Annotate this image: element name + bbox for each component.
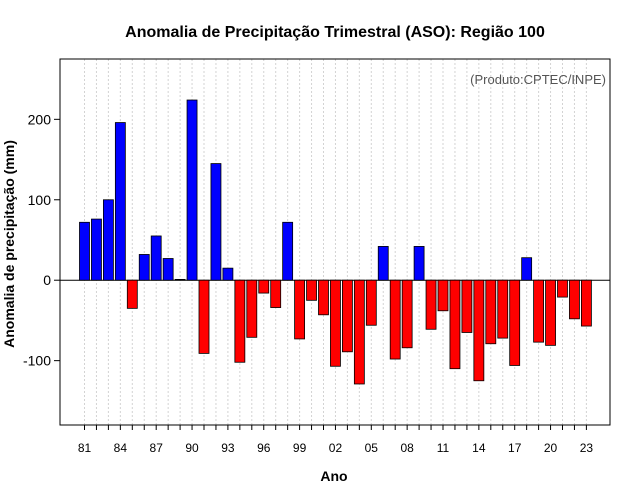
bar-2004	[353, 279, 365, 385]
x-tick-label: 90	[185, 441, 199, 455]
x-tick-label: 05	[365, 441, 379, 455]
bar-2018	[521, 257, 533, 281]
bar-2006	[377, 246, 389, 281]
bar-2001	[318, 279, 329, 316]
bar-1985	[126, 279, 138, 309]
bar-2010	[425, 279, 437, 330]
plot-frame	[59, 58, 611, 426]
bar-1992	[210, 163, 222, 281]
bar-1996	[258, 279, 270, 294]
bar-2020	[545, 279, 556, 346]
y-tick-label: -100	[23, 353, 51, 369]
bar-2017	[509, 279, 521, 366]
x-tick-label: 23	[580, 441, 594, 455]
y-tick-label: 0	[43, 272, 51, 288]
bar-1990	[186, 99, 198, 281]
chart-title: Anomalia de Precipitação Trimestral (ASO…	[125, 24, 545, 41]
x-tick-label: 96	[257, 441, 271, 455]
x-tick-label: 17	[508, 441, 522, 455]
bar-1997	[270, 279, 282, 308]
bar-2021	[557, 279, 568, 298]
bar-2016	[497, 279, 509, 339]
bar-1987	[150, 235, 162, 281]
x-tick-label: 87	[150, 441, 164, 455]
bar-2022	[569, 279, 580, 320]
bar-2013	[461, 279, 473, 333]
x-tick-label: 14	[472, 441, 486, 455]
bar-2011	[437, 279, 449, 312]
x-tick-label: 11	[437, 441, 450, 455]
bar-2003	[341, 279, 353, 353]
x-tick-label: 99	[293, 441, 307, 455]
bar-1982	[91, 218, 102, 281]
bar-1984	[114, 122, 126, 281]
bar-1998	[282, 221, 294, 281]
x-tick-label: 02	[329, 441, 343, 455]
x-tick-label: 93	[221, 441, 235, 455]
bar-1989	[174, 279, 186, 281]
bar-2008	[401, 279, 413, 349]
y-axis-label: Anomalia de precipitação (mm)	[1, 140, 17, 348]
y-tick-label: 200	[28, 111, 52, 127]
bar-2007	[389, 279, 401, 360]
bar-2019	[533, 279, 544, 343]
source-credit: (Produto:CPTEC/INPE)	[470, 72, 606, 87]
bar-1988	[162, 258, 174, 281]
x-axis: 81 84 87 90 93 96 99 02 05 08 11 14 17 20 23	[78, 425, 594, 455]
bar-2000	[306, 279, 317, 301]
bar-1993	[222, 267, 234, 281]
bar-2005	[365, 279, 377, 326]
bars-group	[79, 99, 592, 385]
bar-1986	[138, 254, 150, 281]
bar-2009	[413, 246, 425, 281]
bar-1983	[103, 199, 114, 281]
bar-2023	[581, 279, 592, 327]
x-tick-label: 08	[400, 441, 414, 455]
x-axis-label: Ano	[320, 468, 347, 484]
bar-2015	[485, 279, 497, 345]
y-axis: -100 0 100 200	[23, 111, 60, 369]
bar-1981	[79, 221, 90, 281]
x-tick-label: 20	[544, 441, 558, 455]
bar-1991	[198, 279, 210, 354]
bar-2012	[449, 279, 461, 370]
bar-2014	[473, 279, 485, 382]
bar-1999	[294, 279, 306, 340]
x-tick-label: 81	[78, 441, 92, 455]
x-tick-label: 84	[114, 441, 128, 455]
y-tick-label: 100	[28, 192, 52, 208]
bar-1994	[234, 279, 246, 363]
bar-1995	[246, 279, 258, 338]
bar-2002	[330, 279, 341, 367]
